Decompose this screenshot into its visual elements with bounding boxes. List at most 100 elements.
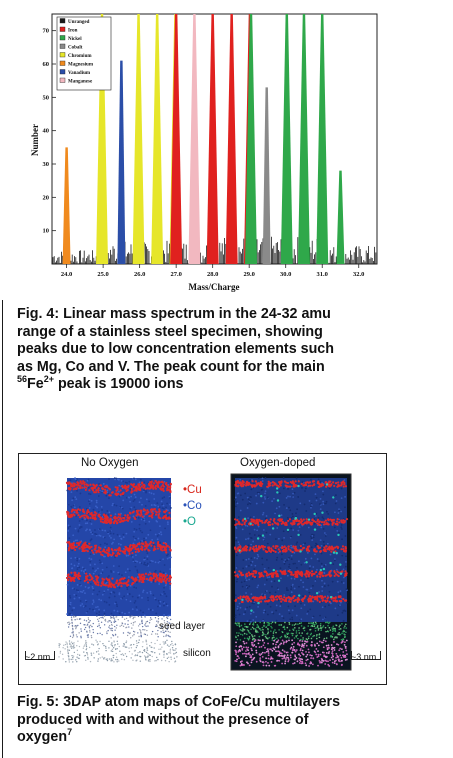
silicon-atom xyxy=(142,641,144,643)
silicon-atom xyxy=(340,656,343,659)
co-atom xyxy=(133,498,136,501)
silicon-atom xyxy=(88,646,91,649)
co-atom xyxy=(235,567,238,569)
silicon-atom xyxy=(317,664,319,667)
silicon-atom xyxy=(76,660,78,663)
cu-atom xyxy=(107,584,110,587)
x-tick-label: 26.0 xyxy=(134,271,145,278)
cu-atom xyxy=(165,545,168,549)
co-atom xyxy=(98,528,101,531)
cu-atom xyxy=(245,598,248,601)
silicon-atom xyxy=(168,652,170,654)
co-atom xyxy=(269,533,272,536)
cu-atom xyxy=(240,483,243,486)
seed-atom xyxy=(337,633,339,635)
co-atom xyxy=(247,558,250,560)
silicon-atom xyxy=(277,650,279,653)
seed-atom xyxy=(111,627,113,630)
seed-atom xyxy=(115,627,117,629)
cu-atom xyxy=(309,599,313,602)
silicon-atom xyxy=(145,651,148,654)
seed-atom xyxy=(281,630,283,633)
co-atom xyxy=(291,609,294,612)
seed-atom xyxy=(113,619,116,621)
co-atom xyxy=(167,614,170,617)
cu-atom xyxy=(312,483,316,487)
seed-atom xyxy=(69,622,71,625)
co-atom xyxy=(78,557,81,560)
seed-atom xyxy=(157,622,159,624)
silicon-atom xyxy=(346,653,348,656)
co-atom xyxy=(283,562,286,565)
silicon-atom xyxy=(291,651,294,654)
co-atom xyxy=(92,589,95,592)
seed-atom xyxy=(280,635,283,638)
silicon-atom xyxy=(273,648,276,651)
co-atom xyxy=(161,497,164,500)
cu-atom xyxy=(168,578,172,582)
co-atom xyxy=(253,556,256,559)
co-atom xyxy=(69,596,72,599)
co-atom xyxy=(153,571,156,573)
co-atom xyxy=(75,498,78,501)
co-atom xyxy=(264,517,267,520)
cu-atom xyxy=(143,575,146,578)
cu-atom xyxy=(330,550,333,553)
cu-atom xyxy=(104,521,107,524)
co-atom xyxy=(278,505,281,508)
cu-atom xyxy=(168,516,171,519)
cu-atom xyxy=(165,517,168,521)
co-atom xyxy=(98,559,101,562)
co-atom xyxy=(276,556,279,559)
seed-atom xyxy=(109,620,111,622)
co-atom xyxy=(261,557,264,560)
cu-atom xyxy=(73,579,76,583)
seed-atom xyxy=(240,624,243,627)
seed-atom xyxy=(271,627,273,629)
cu-atom xyxy=(91,488,94,491)
co-atom xyxy=(95,569,98,572)
seed-atom xyxy=(268,636,271,639)
co-atom xyxy=(248,564,250,567)
seed-atom xyxy=(271,621,274,623)
cu-atom xyxy=(329,518,332,521)
co-atom xyxy=(310,537,313,540)
co-atom xyxy=(257,555,260,558)
silicon-atom xyxy=(86,654,89,656)
co-atom xyxy=(68,537,71,540)
cu-atom xyxy=(283,596,286,599)
co-atom xyxy=(247,517,250,519)
legend-label: Manganese xyxy=(68,79,93,84)
silicon-atom xyxy=(149,654,151,657)
co-atom xyxy=(271,500,274,503)
co-atom xyxy=(103,555,106,558)
silicon-atom xyxy=(72,658,74,660)
scale-label-left: ~2 nm xyxy=(25,652,51,662)
co-atom xyxy=(239,520,242,522)
cu-atom xyxy=(250,520,253,523)
silicon-atom xyxy=(276,641,279,643)
co-atom xyxy=(73,597,76,600)
silicon-atom xyxy=(263,642,266,644)
silicon-atom xyxy=(70,644,72,646)
silicon-atom xyxy=(295,649,298,651)
cu-atom xyxy=(295,549,298,552)
seed-atom xyxy=(154,633,157,635)
silicon-atom xyxy=(345,639,348,642)
cu-atom xyxy=(278,482,282,486)
seed-atom xyxy=(139,623,141,625)
co-atom xyxy=(279,567,282,570)
seed-atom xyxy=(321,626,324,628)
cu-atom xyxy=(143,548,146,551)
co-atom xyxy=(278,492,281,495)
co-atom xyxy=(71,567,74,570)
co-atom xyxy=(73,564,76,567)
silicon-atom xyxy=(264,646,266,649)
silicon-atom xyxy=(97,658,100,660)
silicon-atom xyxy=(314,651,317,654)
cu-atom xyxy=(245,481,248,484)
cu-atom xyxy=(165,481,168,485)
co-atom xyxy=(269,605,272,608)
seed-atom xyxy=(256,624,259,626)
silicon-atom xyxy=(164,641,166,643)
